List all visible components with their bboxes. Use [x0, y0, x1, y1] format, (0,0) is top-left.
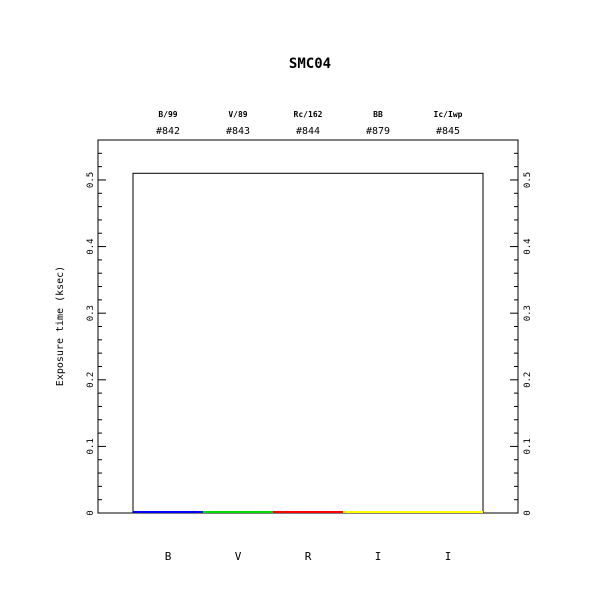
y-tick-label-right: 0.1 [523, 438, 533, 454]
y-tick-label-left: 0 [86, 510, 96, 515]
y-tick-label-left: 0.4 [86, 238, 96, 254]
y-tick-label-left: 0.1 [86, 438, 96, 454]
filter-name: BB [373, 110, 383, 119]
y-tick-label-right: 0.3 [523, 305, 533, 321]
y-tick-label-left: 0.2 [86, 372, 96, 388]
total-exposure-outline [132, 172, 484, 514]
y-tick-label-right: 0.5 [523, 172, 533, 188]
y-axis-label: Exposure time (ksec) [55, 266, 66, 386]
filter-id: #844 [296, 126, 320, 137]
exposure-bar-2 [273, 511, 343, 513]
y-tick-label-left: 0.3 [86, 305, 96, 321]
y-tick-label-right: 0 [523, 510, 533, 515]
filter-name: V/89 [228, 110, 247, 119]
category-label: I [375, 550, 382, 563]
category-label: R [305, 550, 312, 563]
filter-name: B/99 [158, 110, 177, 119]
exposure-bar-4 [413, 511, 483, 513]
category-label: I [445, 550, 452, 563]
y-tick-label-right: 0.4 [523, 238, 533, 254]
chart-title: SMC04 [289, 56, 331, 72]
y-tick-label-left: 0.5 [86, 172, 96, 188]
exposure-bar-1 [203, 511, 273, 513]
filter-id: #842 [156, 126, 180, 137]
filter-id: #843 [226, 126, 250, 137]
filter-name: Ic/Iwp [434, 110, 463, 119]
exposure-bar-0 [133, 511, 203, 513]
exposure-bar-3 [343, 511, 413, 513]
category-label: V [235, 550, 242, 563]
filter-id: #879 [366, 126, 390, 137]
y-tick-label-right: 0.2 [523, 372, 533, 388]
filter-name: Rc/162 [294, 110, 323, 119]
category-label: B [165, 550, 172, 563]
filter-id: #845 [436, 126, 460, 137]
plot-frame [97, 139, 519, 514]
